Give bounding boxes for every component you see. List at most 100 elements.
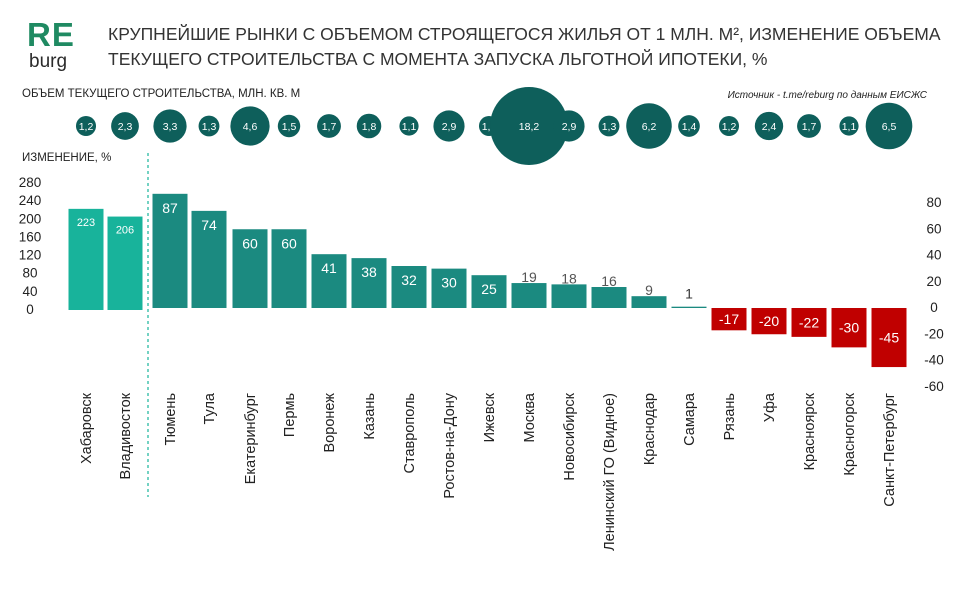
right-axis-tick: 40 xyxy=(926,248,941,263)
city-label: Самара xyxy=(682,392,698,446)
volume-bubble-label: 1,3 xyxy=(602,121,617,133)
volume-bubble xyxy=(754,111,784,141)
left-axis-tick: 120 xyxy=(19,248,42,263)
bar-value-label: 38 xyxy=(361,264,377,280)
bar-value-label: 32 xyxy=(401,272,417,288)
volume-bubble xyxy=(356,113,382,139)
bar xyxy=(671,306,707,308)
bar xyxy=(311,254,347,308)
volume-bubble xyxy=(718,115,740,137)
bar xyxy=(68,208,104,310)
left-axis-tick: 40 xyxy=(22,284,37,299)
city-label: Владивосток xyxy=(118,392,134,479)
volume-bubble xyxy=(277,114,301,138)
bar-value-label: -22 xyxy=(799,314,819,330)
logo-subtext: burg xyxy=(29,51,68,72)
volume-bubble-label: 1,1 xyxy=(402,121,417,133)
left-axis-tick: 0 xyxy=(26,302,34,317)
volume-bubble-label: 1,2 xyxy=(79,121,94,133)
volume-bubble-label: 6,5 xyxy=(882,121,897,133)
volume-bubble xyxy=(230,106,270,146)
bar-value-label: 19 xyxy=(521,269,537,285)
left-axis-tick: 240 xyxy=(19,193,42,208)
city-label: Москва xyxy=(522,392,538,442)
right-axis-tick: -20 xyxy=(924,326,944,341)
volume-bubble-label: 2,9 xyxy=(562,121,577,133)
city-label: Пермь xyxy=(282,393,298,437)
bar-value-label: 25 xyxy=(481,281,497,297)
bar xyxy=(232,229,268,308)
city-label: Ленинский ГО (Видное) xyxy=(602,393,618,551)
volume-bubble xyxy=(490,87,568,165)
volume-bubble xyxy=(839,116,859,136)
volume-bubble xyxy=(75,115,97,137)
bar xyxy=(351,258,387,308)
bar xyxy=(551,284,587,308)
bar-value-label: -30 xyxy=(839,320,859,336)
city-label: Уфа xyxy=(762,392,778,422)
volume-bubble xyxy=(317,114,341,138)
volume-bubble-label: 1,7 xyxy=(802,121,817,133)
bar xyxy=(631,296,667,308)
bar-value-label: 223 xyxy=(77,217,95,229)
bar-value-label: -45 xyxy=(879,330,899,346)
bar xyxy=(271,229,307,308)
volume-bubble-label: 6,2 xyxy=(642,121,657,133)
right-axis-tick: 20 xyxy=(926,274,941,289)
bar xyxy=(431,268,467,308)
city-label: Хабаровск xyxy=(79,392,95,464)
bar xyxy=(831,308,867,348)
volume-bubble-label: 1,8 xyxy=(362,121,377,133)
left-axis-tick: 280 xyxy=(19,175,42,190)
logo: RE xyxy=(27,16,75,53)
bar-value-label: 16 xyxy=(601,273,617,289)
city-label: Красноярск xyxy=(802,392,818,470)
city-label: Тула xyxy=(202,392,218,424)
volume-bubble xyxy=(198,115,220,137)
bar xyxy=(591,287,627,308)
left-axis-tick: 200 xyxy=(19,211,42,226)
bar-value-label: -17 xyxy=(719,311,739,327)
right-axis-tick: -60 xyxy=(924,379,944,394)
change-axis-title: Изменение, % xyxy=(22,152,112,164)
volume-bubble-label: 1,7 xyxy=(322,121,337,133)
bar xyxy=(391,266,427,308)
volume-bubble xyxy=(678,115,700,137)
volume-bubble-label: 2,9 xyxy=(442,121,457,133)
bar-value-label: 60 xyxy=(242,235,258,251)
bar xyxy=(152,193,188,308)
bar xyxy=(511,283,547,308)
volume-bubble-label: 2,4 xyxy=(762,121,777,133)
city-label: Ижевск xyxy=(482,392,498,442)
bar-value-label: 74 xyxy=(201,217,217,233)
volume-bubble xyxy=(399,116,419,136)
volume-bubble-label: 1,1 xyxy=(842,121,857,133)
city-label: Ставрополь xyxy=(402,393,418,473)
volume-bubble xyxy=(111,112,139,140)
bar-value-label: 206 xyxy=(116,225,134,237)
volume-bubble-label: 1,5 xyxy=(282,121,297,133)
left-axis-tick: 160 xyxy=(19,229,42,244)
volume-bubble-label: 2,3 xyxy=(118,121,133,133)
bar xyxy=(791,308,827,337)
city-label: Тюмень xyxy=(163,393,179,446)
right-axis-tick: -40 xyxy=(924,353,944,368)
source-note: Источник - t.me/reburg по данным ЕИСЖС xyxy=(727,90,927,101)
city-label: Рязань xyxy=(722,393,738,440)
bar-value-label: -20 xyxy=(759,313,779,329)
bar-value-label: 9 xyxy=(645,282,653,298)
volume-bubble xyxy=(598,115,620,137)
city-label: Краснодар xyxy=(642,393,658,465)
bar xyxy=(191,210,227,308)
volume-bubble xyxy=(797,114,821,138)
bar xyxy=(471,275,507,308)
bar xyxy=(107,216,143,310)
bar-value-label: 60 xyxy=(281,235,297,251)
bar xyxy=(871,308,907,368)
volume-bubble xyxy=(153,109,187,143)
city-label: Казань xyxy=(362,393,378,440)
bar-value-label: 87 xyxy=(162,200,178,216)
volume-bubble-label: 18,2 xyxy=(519,121,540,133)
city-label: Воронеж xyxy=(322,393,338,453)
